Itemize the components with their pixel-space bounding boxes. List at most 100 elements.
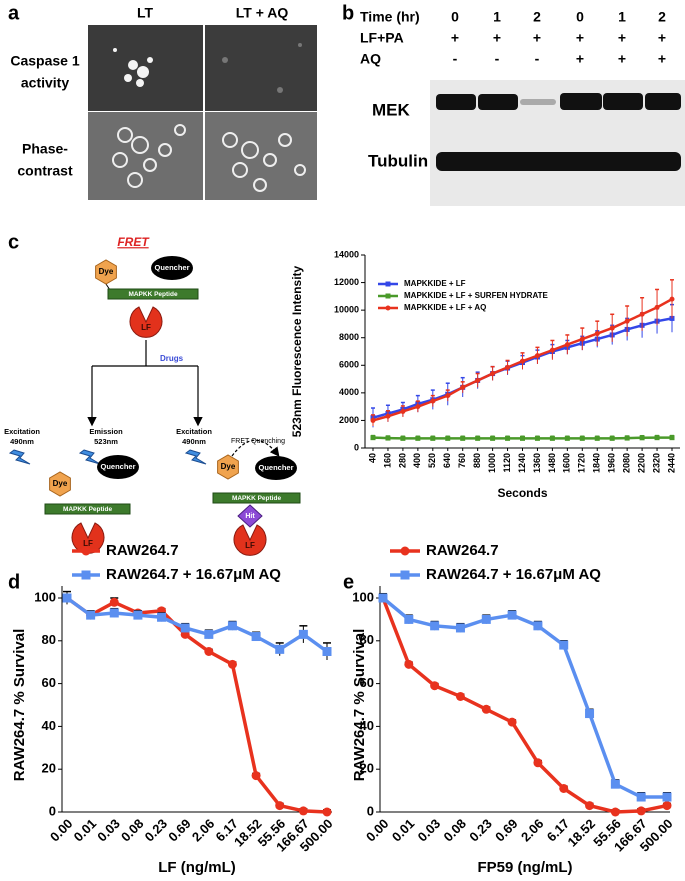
marker — [520, 435, 525, 441]
marker — [559, 783, 569, 793]
legend-marker — [400, 570, 410, 580]
lane-label: 1 — [618, 9, 626, 25]
panel-label: c — [8, 231, 19, 253]
x-tick-label: 880 — [472, 453, 482, 468]
marker — [549, 347, 555, 353]
marker — [415, 404, 421, 410]
y-axis-title: RAW264.7 % Survival — [351, 629, 368, 782]
light — [78, 449, 101, 465]
quencher — [255, 456, 297, 480]
x-tick-label: 1360 — [532, 453, 542, 473]
marker — [378, 593, 388, 603]
x-tick-label: 640 — [442, 453, 452, 468]
enzyme — [129, 306, 163, 338]
lane-label: + — [618, 30, 626, 46]
x-tick-label: 760 — [457, 453, 467, 468]
marker — [662, 792, 672, 802]
y-tick-label: 0 — [49, 803, 56, 818]
series-line — [381, 597, 668, 814]
marker — [507, 610, 517, 620]
marker — [109, 597, 119, 607]
x-tick-label: 0.01 — [389, 816, 418, 845]
row-label: Time (hr) — [360, 9, 420, 25]
x-tick-label: 1480 — [547, 453, 557, 473]
marker — [579, 336, 585, 342]
y-tick-label: 20 — [42, 761, 56, 776]
marker — [322, 647, 332, 656]
marker — [404, 614, 414, 624]
blot-label: MEK — [372, 100, 411, 119]
marker — [505, 435, 511, 441]
hit-label: Hit — [245, 513, 255, 520]
marker — [430, 621, 440, 631]
marker — [534, 353, 540, 359]
marker — [549, 435, 555, 441]
lane-label: - — [453, 51, 458, 67]
y-tick-label: 12000 — [334, 277, 359, 287]
excitation-label: Excitation — [4, 427, 40, 436]
marker — [180, 623, 190, 633]
lane-label: + — [493, 30, 501, 46]
x-tick-label: 0.69 — [165, 816, 194, 845]
y-tick-label: 20 — [360, 761, 374, 776]
legend-marker — [385, 293, 391, 299]
marker — [157, 612, 167, 622]
x-axis-title: Seconds — [497, 486, 547, 500]
marker — [639, 435, 645, 441]
marker — [445, 435, 451, 441]
panel-label: b — [342, 2, 354, 24]
y-tick-label: 40 — [42, 718, 56, 733]
lane-label: + — [533, 30, 541, 46]
enzyme-label: LF — [141, 323, 151, 332]
marker — [400, 408, 406, 414]
lane-label: + — [451, 30, 459, 46]
legend-marker — [385, 281, 391, 287]
marker — [133, 610, 143, 620]
x-tick-label: 0.01 — [71, 816, 100, 845]
series-line — [381, 596, 667, 799]
dye-label: Dye — [221, 462, 236, 471]
x-tick-label: 1000 — [487, 453, 497, 473]
x-tick-label: 2.06 — [518, 816, 547, 845]
y-tick-label: 60 — [360, 675, 374, 690]
x-tick-label: 1600 — [562, 453, 572, 473]
y-tick-label: 40 — [360, 718, 374, 733]
marker — [654, 435, 660, 441]
marker — [385, 435, 391, 441]
y-tick-label: 10000 — [334, 305, 359, 315]
marker — [322, 807, 332, 817]
marker — [639, 311, 645, 317]
quencher — [151, 256, 193, 280]
marker — [460, 435, 466, 441]
marker — [275, 644, 285, 654]
marker — [481, 704, 491, 714]
marker — [455, 623, 465, 633]
x-tick-label: 0.08 — [441, 816, 470, 845]
marker — [400, 435, 406, 441]
y-tick-label: 100 — [34, 589, 56, 604]
marker — [227, 621, 237, 631]
panel-label: a — [8, 2, 20, 24]
marker — [559, 640, 569, 650]
marker — [455, 691, 465, 701]
legend-label: RAW264.7 + 16.67μM AQ — [106, 566, 281, 583]
marker — [430, 681, 440, 691]
excitation-label: Excitation — [176, 427, 212, 436]
x-tick-label: 0.03 — [94, 816, 123, 845]
marker — [415, 435, 421, 441]
marker — [86, 610, 96, 620]
x-tick-label: 0.69 — [492, 816, 521, 845]
x-tick-label: 160 — [382, 453, 392, 468]
lane-label: + — [658, 30, 666, 46]
y-tick-label: 6000 — [339, 360, 359, 370]
panel-label: d — [8, 571, 20, 593]
y-tick-label: 60 — [42, 675, 56, 690]
quenching-label: FRET Quenching — [231, 438, 285, 445]
x-tick-label: 2080 — [622, 453, 632, 473]
marker — [579, 435, 585, 441]
drugs-label: Drugs — [160, 354, 184, 363]
enzyme — [233, 524, 267, 556]
lane-label: 0 — [576, 9, 584, 25]
legend-label: MAPKKIDE + LF + SURFEN HYDRATE — [404, 291, 549, 300]
